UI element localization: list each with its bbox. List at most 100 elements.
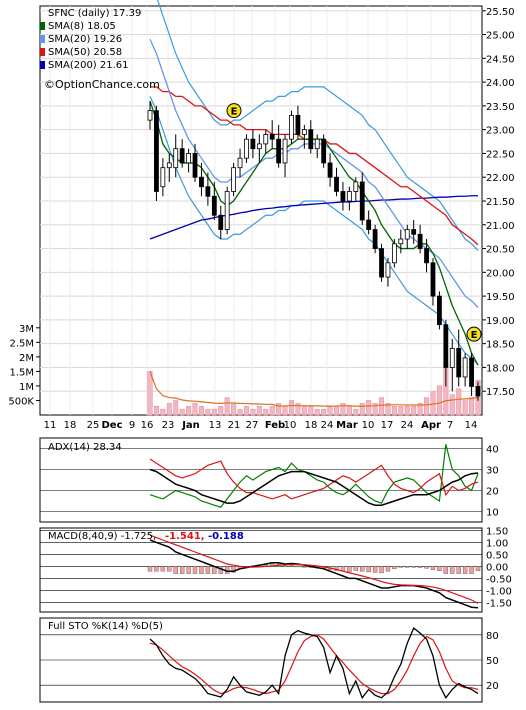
candle	[199, 162, 204, 197]
legend-swatch-sma8	[40, 22, 45, 30]
macd-signal-line	[149, 534, 479, 604]
macd-histogram-bar	[392, 566, 397, 570]
volume-bar	[379, 397, 385, 416]
price-tick-label: 24.50	[486, 54, 515, 65]
candle	[295, 105, 301, 140]
volume-bar	[276, 403, 282, 416]
macd-tick-label: 0.50	[486, 550, 508, 561]
legend-swatch-sma50	[40, 48, 45, 56]
candle	[160, 158, 166, 197]
volume-bar	[231, 403, 237, 416]
candle-body	[456, 348, 462, 378]
candle	[411, 220, 417, 244]
volume-bar	[372, 403, 378, 416]
date-tick-label: Mar	[336, 420, 358, 431]
candle	[211, 181, 217, 221]
macd-histogram-bar	[347, 566, 352, 573]
candle-body	[437, 295, 442, 326]
macd-tick-label: -0.50	[486, 574, 512, 585]
price-tick-label: 19.00	[486, 316, 515, 327]
macd-histogram-bar	[417, 566, 423, 568]
date-tick-label: 10	[284, 420, 297, 431]
volume-bar	[308, 406, 314, 416]
volume-bar	[282, 406, 288, 416]
date-tick-label: 10	[362, 420, 375, 431]
candle	[308, 120, 314, 154]
date-tick-label: 13	[209, 420, 222, 431]
macd-histogram-bar	[167, 566, 172, 572]
date-tick-label: 18	[64, 420, 77, 431]
macd-histogram-bar	[205, 566, 211, 574]
candle-body	[250, 138, 256, 150]
macd-histogram-bar	[385, 566, 391, 572]
macd-panel-frame	[39, 527, 483, 613]
candle	[224, 186, 230, 235]
volume-tick-label: 1.5M	[9, 367, 34, 378]
candle-body	[430, 262, 436, 297]
volume-bar	[353, 408, 359, 416]
date-tick-label: 24	[401, 420, 414, 431]
macd-histogram-bar	[462, 566, 468, 574]
price-tick-label: 20.00	[486, 268, 515, 279]
volume-bar	[411, 406, 417, 416]
candle	[244, 134, 249, 163]
price-tick-label: 18.00	[486, 363, 515, 374]
price-tick-label: 23.50	[486, 102, 515, 113]
macd-histogram-bar	[289, 565, 294, 567]
macd-histogram-bar	[147, 566, 153, 572]
candle-body	[211, 195, 217, 216]
candle-body	[359, 181, 365, 221]
candle	[166, 153, 172, 182]
macd-histogram-bar	[334, 566, 339, 571]
macd-histogram-bar	[424, 566, 429, 569]
date-tick-label: Dec	[101, 420, 122, 431]
candle	[321, 134, 327, 168]
price-tick-label: 22.00	[486, 173, 515, 184]
candle-body	[237, 157, 243, 169]
sma8-line	[149, 100, 479, 366]
sto-tick-label: 50	[486, 656, 499, 667]
volume-bar	[211, 408, 217, 416]
volume-tick-label: 3M	[19, 324, 34, 335]
macd-histogram-bar	[456, 566, 461, 574]
macd-histogram-bar	[192, 566, 198, 574]
candle	[372, 224, 378, 254]
volume-bar	[398, 406, 404, 416]
candle	[250, 129, 256, 159]
candle-body	[218, 214, 224, 230]
candle	[269, 120, 275, 149]
candle-body	[269, 134, 275, 140]
candle	[231, 162, 237, 197]
minus-di-line	[149, 458, 479, 500]
earnings-markers: EE	[226, 103, 482, 342]
date-tick-label: Feb	[265, 420, 285, 431]
macd-histogram-bar	[379, 566, 384, 574]
macd-histogram-bar	[154, 566, 159, 572]
macd-histogram-bar	[450, 566, 455, 574]
candle	[256, 134, 262, 163]
candle	[417, 224, 423, 254]
candle	[366, 210, 372, 235]
sto-k-line	[149, 627, 479, 700]
earnings-marker: E	[466, 326, 482, 342]
candle-body	[147, 110, 153, 121]
candle-body	[334, 176, 339, 192]
volume-bar	[237, 408, 243, 416]
candle-body	[224, 191, 230, 230]
macd-histogram-bar	[475, 566, 481, 572]
candle	[443, 319, 449, 387]
volume-bar	[147, 371, 153, 416]
candle-body	[276, 138, 282, 164]
volume-bar	[263, 408, 269, 416]
macd-tick-label: 0.00	[486, 562, 508, 573]
volume-bar	[243, 406, 249, 416]
candle	[437, 291, 442, 330]
candle	[475, 381, 481, 401]
watermark: ©OptionChance.com	[44, 78, 160, 91]
legend-sma200: SMA(200) 21.61	[48, 60, 129, 71]
candle	[314, 134, 320, 159]
candlesticks	[147, 101, 481, 401]
candle	[359, 172, 365, 225]
earnings-marker-circle	[226, 103, 242, 119]
adx-tick-label: 10	[486, 508, 499, 519]
